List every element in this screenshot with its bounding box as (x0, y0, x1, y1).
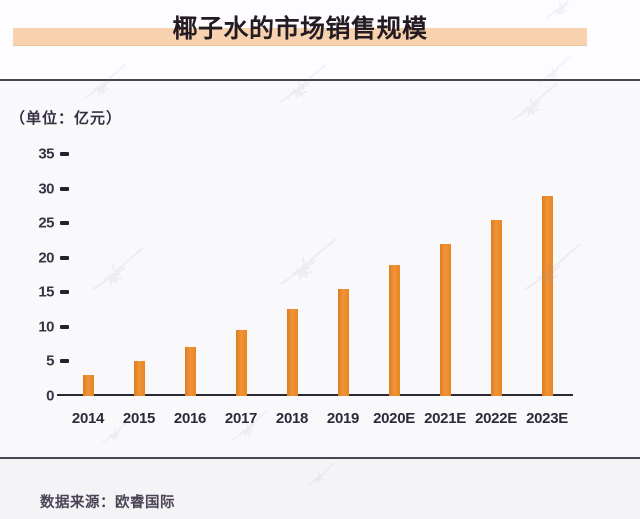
y-tick-label: 5 (46, 352, 54, 370)
y-tick-label: 25 (38, 214, 54, 232)
bar-2017 (235, 330, 247, 396)
y-tick-dash (60, 152, 69, 157)
x-tick-label: 2018 (275, 410, 309, 427)
data-source-label: 数据来源：欧睿国际 (40, 495, 175, 511)
chart-plot: （单位：亿元） 0 5 10 15 20 25 30 35 2014 2015 2016 2017 20… (0, 81, 640, 457)
y-tick-dash (60, 255, 69, 260)
y-tick-label: 20 (38, 249, 54, 267)
bar-2020E (388, 264, 400, 396)
y-tick-label: 0 (46, 387, 54, 405)
x-axis-line (57, 394, 573, 396)
bar-2019 (337, 288, 349, 396)
x-tick-label: 2016 (173, 410, 207, 427)
bar-2016 (184, 347, 196, 396)
x-tick-label: 2014 (71, 410, 105, 427)
x-tick-label: 2015 (122, 410, 156, 427)
bar-2014 (82, 375, 94, 396)
y-tick-dash (60, 221, 69, 226)
bar-2018 (286, 309, 298, 396)
unit-label: （单位：亿元） (10, 110, 123, 127)
bar-2015 (133, 361, 145, 396)
x-tick-label: 2019 (326, 410, 360, 427)
x-tick-label: 2023E (526, 410, 568, 427)
y-tick-dash (60, 324, 69, 329)
y-tick-dash (60, 290, 69, 295)
bar-2023E (541, 195, 553, 396)
x-tick-label: 2022E (475, 410, 517, 427)
x-tick-label: 2017 (224, 410, 258, 427)
x-tick-label: 2020E (373, 410, 415, 427)
y-tick-dash (60, 186, 69, 191)
bottom-divider (0, 457, 640, 459)
y-tick-dash (60, 359, 69, 364)
bar-2022E (490, 219, 502, 396)
title-highlight-band (13, 28, 587, 46)
y-tick-label: 30 (38, 180, 54, 198)
x-tick-label: 2021E (424, 410, 466, 427)
footer: 数据来源：欧睿国际 (0, 459, 640, 519)
bar-2021E (439, 243, 451, 396)
y-tick-label: 10 (38, 318, 54, 336)
page-title: 椰子水的市场销售规模 (172, 15, 428, 43)
y-tick-label: 15 (38, 283, 54, 301)
y-tick-label: 35 (38, 145, 54, 163)
